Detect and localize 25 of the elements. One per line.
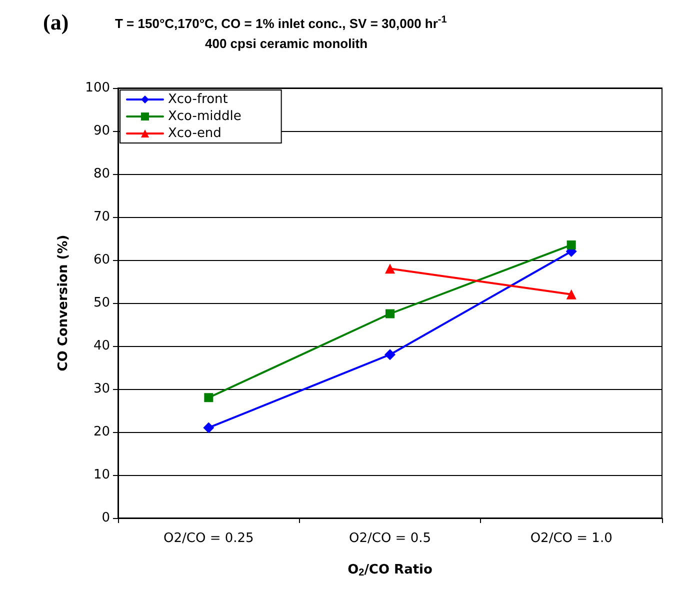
y-tick-label: 60	[93, 252, 110, 268]
legend-label: Xco-front	[168, 92, 228, 107]
legend-label: Xco-end	[168, 126, 222, 141]
x-tick-label: O2/CO = 1.0	[530, 531, 612, 546]
y-tick-label: 40	[93, 338, 110, 354]
y-tick-label: 50	[93, 296, 110, 310]
y-tick-label: 10	[93, 468, 110, 482]
point	[384, 349, 396, 360]
text: (a)	[43, 10, 69, 34]
y-axis-title: CO Conversion (%)	[56, 234, 71, 372]
y-tick-label: 100	[85, 80, 110, 96]
point	[566, 240, 576, 250]
y-tick-label: 20	[93, 424, 110, 440]
legend-label: Xco-middle	[168, 109, 242, 124]
y-tick-label: 80	[93, 166, 110, 182]
point	[204, 393, 214, 402]
point	[203, 422, 214, 434]
x-tick-label: O2/CO = 0.5	[348, 531, 432, 546]
y-tick-label: 30	[93, 382, 110, 396]
chart-subtitle: 400 cpsi ceramic monolith	[205, 36, 368, 51]
y-tick-label: 0	[102, 510, 110, 526]
point	[386, 309, 394, 318]
x-tick-label: O2/CO = 0.25	[164, 531, 254, 546]
y-tick-label: 70	[93, 210, 110, 224]
y-tick-label: 90	[93, 124, 110, 138]
